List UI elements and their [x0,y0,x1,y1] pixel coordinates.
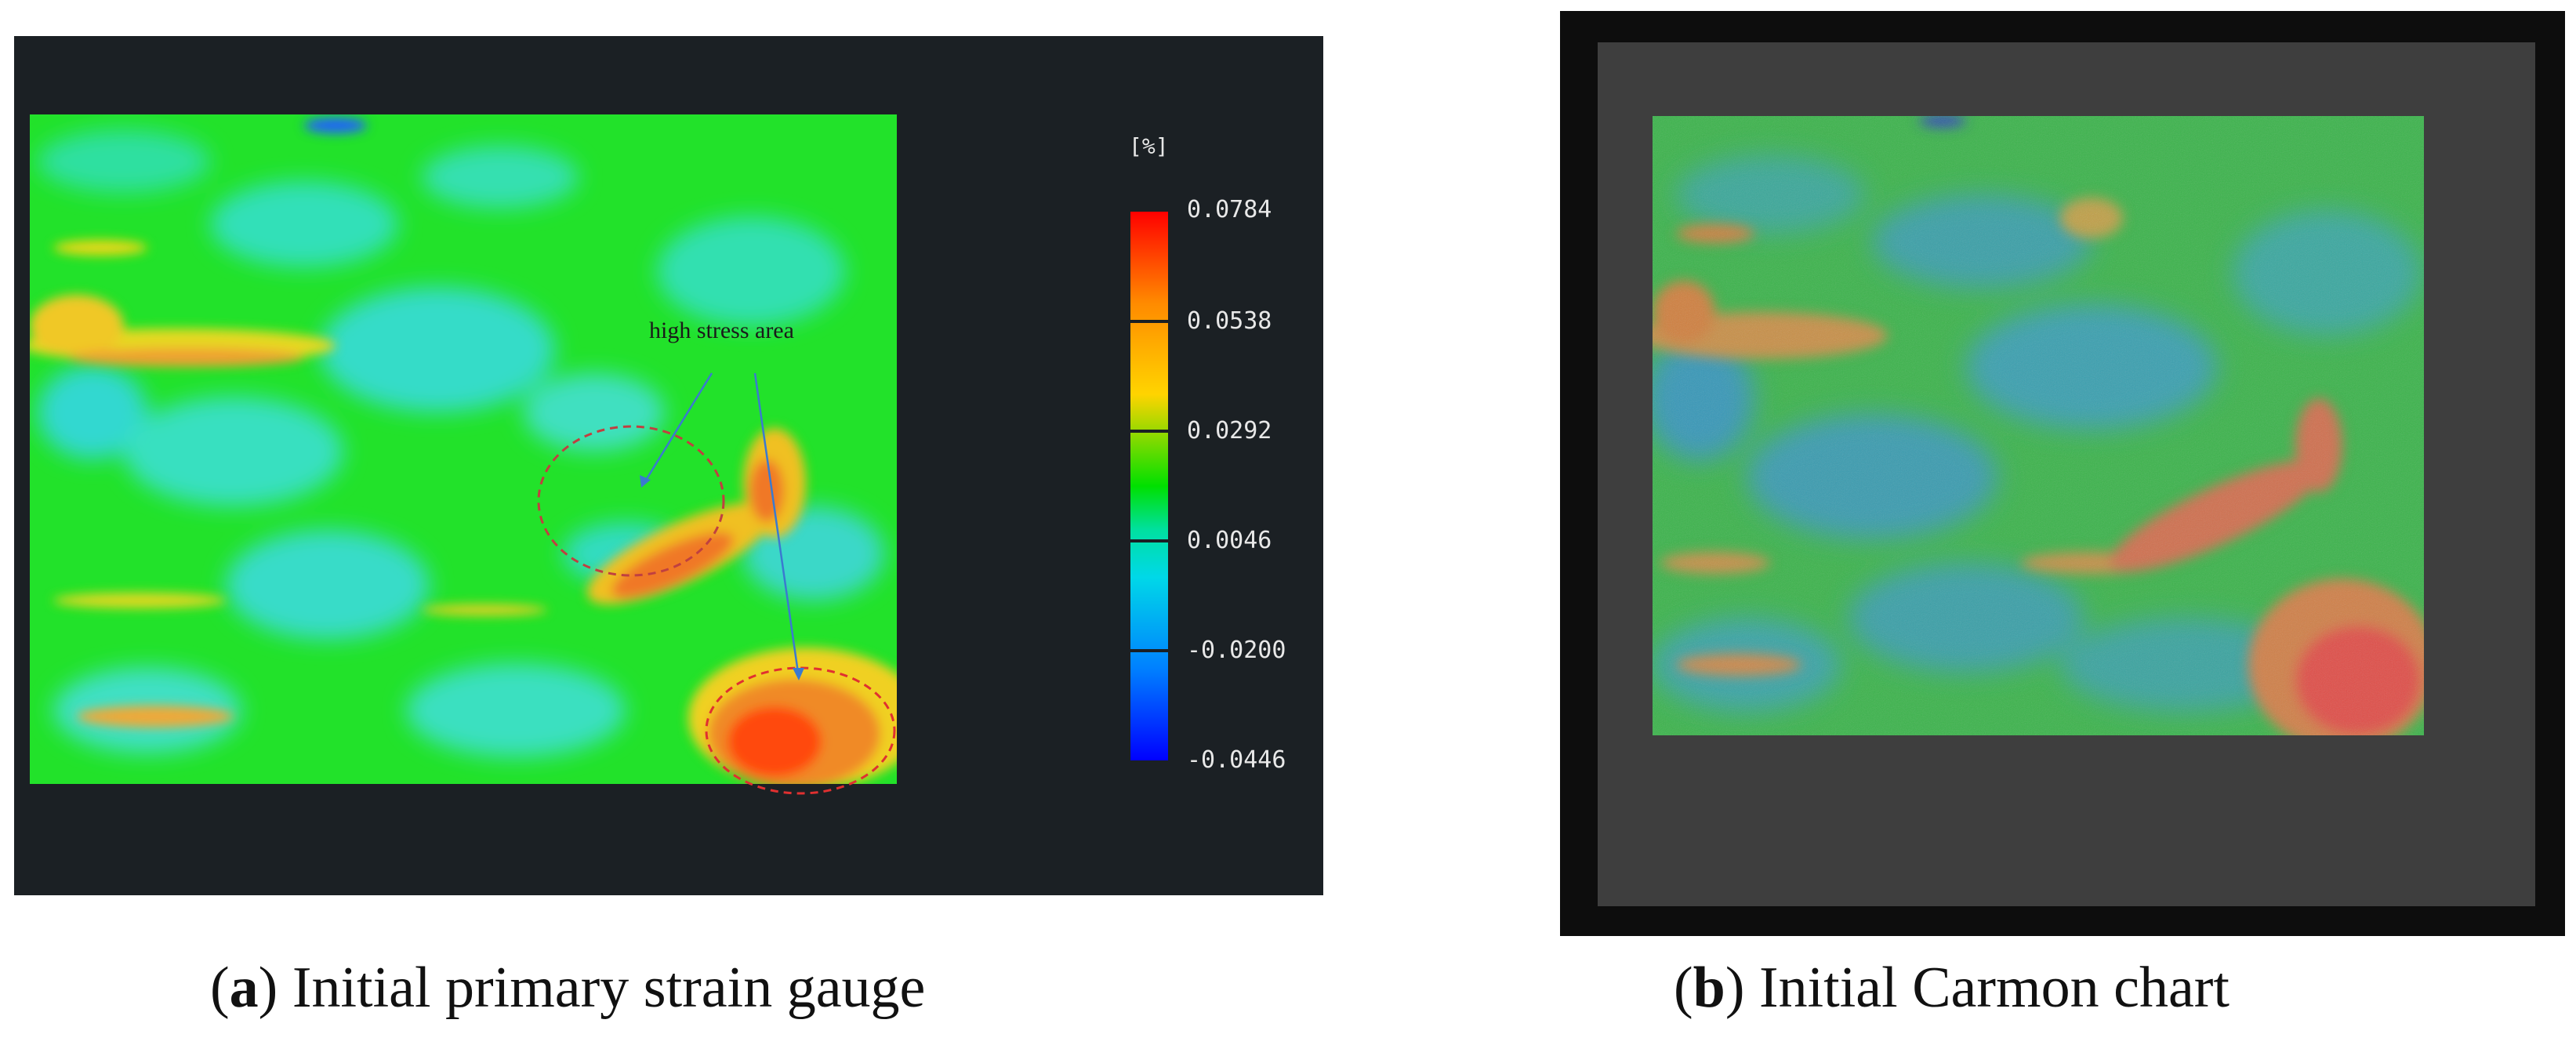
colorbar-tick [1130,539,1168,542]
colorbar-label: 0.0046 [1187,527,1272,554]
colorbar-label: -0.0200 [1187,637,1286,664]
caption-b: (b) Initial Carmon chart [1674,956,2230,1020]
colorbar-gradient [1130,212,1168,760]
colorbar-label: 0.0292 [1187,417,1272,444]
high-stress-circle-1 [537,425,725,577]
colorbar-label: 0.0784 [1187,196,1272,223]
colorbar-label: -0.0446 [1187,746,1286,774]
panel-a-strain-gauge: high stress area [%] 0.0784 0.0538 0.029… [14,36,1323,895]
colorbar-tick [1130,649,1168,652]
caption-b-text: Initial Carmon chart [1758,956,2230,1020]
annotation-arrow-1 [644,372,713,482]
annotation-arrow-2 [753,372,800,673]
high-stress-circle-2 [705,666,896,795]
caption-b-letter: b [1693,956,1725,1020]
carmon-overlay-map [1653,116,2424,735]
caption-a-text: Initial primary strain gauge [292,956,926,1020]
colorbar-label: 0.0538 [1187,307,1272,335]
strain-field-map [30,114,897,784]
colorbar-tick [1130,320,1168,323]
colorbar: [%] 0.0784 0.0538 0.0292 0.0046 -0.0200 … [1108,133,1312,774]
caption-a: (a) Initial primary strain gauge [210,956,926,1020]
colorbar-unit: [%] [1129,133,1169,159]
caption-a-letter: a [229,956,259,1020]
annotation-layer: high stress area [537,317,896,795]
high-stress-area-label: high stress area [649,317,794,343]
colorbar-tick [1130,430,1168,433]
